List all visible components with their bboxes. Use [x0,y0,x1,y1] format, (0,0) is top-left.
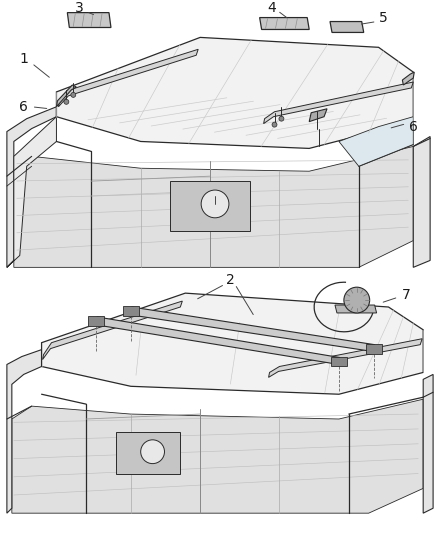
Polygon shape [88,316,104,326]
Polygon shape [7,107,57,268]
FancyBboxPatch shape [116,432,180,473]
Text: 6: 6 [409,119,418,134]
Circle shape [279,116,284,121]
Circle shape [201,190,229,218]
Polygon shape [403,72,414,85]
Text: 4: 4 [267,1,276,15]
Polygon shape [131,307,374,352]
Polygon shape [268,339,422,377]
Polygon shape [366,344,381,353]
Text: 6: 6 [19,100,28,114]
Polygon shape [335,305,377,313]
Polygon shape [339,117,413,166]
Polygon shape [7,350,42,513]
Polygon shape [57,37,413,148]
Polygon shape [12,399,423,513]
Polygon shape [42,293,423,394]
Polygon shape [67,13,111,28]
Text: 1: 1 [19,52,28,66]
Text: 5: 5 [379,11,388,25]
Circle shape [141,440,165,464]
FancyBboxPatch shape [170,181,250,231]
Polygon shape [7,117,57,268]
Polygon shape [309,109,327,122]
Polygon shape [331,357,347,367]
Polygon shape [423,374,433,513]
Polygon shape [123,306,139,316]
Polygon shape [330,21,364,33]
Circle shape [71,92,76,98]
Polygon shape [260,18,309,29]
Polygon shape [96,317,340,365]
Circle shape [272,122,277,127]
Polygon shape [58,49,198,107]
Polygon shape [264,82,413,124]
Text: 7: 7 [402,288,411,302]
Polygon shape [57,85,76,107]
Text: 2: 2 [226,273,234,287]
Polygon shape [42,301,182,360]
Polygon shape [14,147,413,268]
Circle shape [64,99,69,104]
Polygon shape [413,136,430,268]
Circle shape [344,287,370,313]
Text: 3: 3 [75,1,84,15]
